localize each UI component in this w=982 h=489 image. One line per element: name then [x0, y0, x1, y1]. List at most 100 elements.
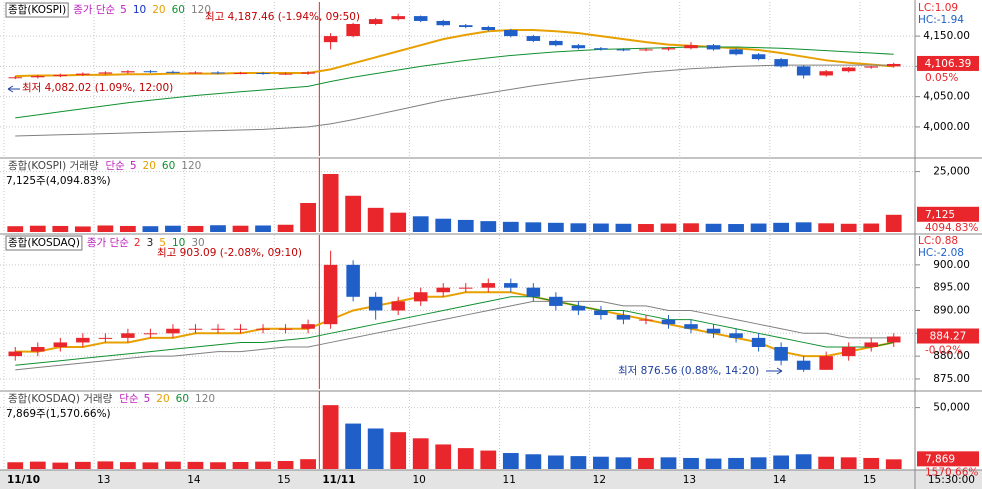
volume-bar [863, 223, 880, 232]
x-tick-label: 12 [593, 474, 606, 486]
volume-bar [840, 223, 857, 232]
candle-body [323, 36, 338, 43]
candle-body [53, 342, 68, 348]
y-tick-label: 4,000.00 [923, 121, 970, 133]
x-tick-label: 15 [863, 474, 876, 486]
candle-body [188, 72, 203, 74]
candle-body [166, 71, 180, 73]
volume-bar [232, 462, 249, 469]
candle-body [864, 66, 878, 68]
volume-bar [457, 219, 474, 232]
candle-body [368, 19, 383, 24]
ma-period: 30 [191, 237, 204, 249]
candle-body [31, 76, 45, 78]
ma-period: 60 [162, 160, 175, 172]
volume-bar [52, 462, 69, 469]
volume-bar [615, 223, 632, 232]
ma-period: 2 [134, 237, 141, 249]
volume-bar [457, 448, 474, 469]
candle-body [31, 347, 45, 352]
volume-bar [660, 223, 677, 232]
volume-bar [345, 423, 362, 469]
last-value-box [917, 206, 979, 222]
candle-body [98, 72, 113, 74]
volume-bar [412, 438, 429, 469]
volume-bar [255, 225, 271, 232]
volume-bar [638, 224, 654, 232]
last-value: 7,125 [925, 209, 955, 221]
candle-body [526, 287, 541, 297]
candle-body [661, 319, 676, 325]
time-axis-bar [0, 470, 982, 489]
volume-bar [7, 462, 24, 469]
last-value: 4,106.39 [925, 58, 972, 70]
y-tick-label: 900.00 [933, 259, 970, 271]
candle-body [661, 48, 676, 50]
last-value: 884.27 [930, 331, 967, 343]
candle-body [166, 328, 180, 334]
low-annotation: 최저 876.56 (0.88%, 14:20) [618, 365, 759, 377]
candle-body [886, 336, 901, 343]
volume-bar [52, 225, 69, 232]
candle-body [751, 54, 766, 60]
candle-body [436, 20, 450, 26]
volume-bar [615, 457, 632, 469]
candle-body [278, 328, 293, 330]
panel-title: 종합(KOSPI) [8, 4, 66, 16]
candle-body [256, 328, 270, 330]
low-arrow [766, 367, 783, 375]
volume-bar [683, 223, 699, 232]
candle-body [121, 333, 135, 338]
candle-body [616, 49, 631, 51]
candle-body [413, 16, 428, 21]
ma-method: 단순 [119, 393, 139, 405]
x-tick-label: 13 [683, 474, 696, 486]
volume-bar [435, 444, 452, 469]
title-box [5, 2, 69, 18]
x-tick-label: 11/11 [322, 474, 355, 486]
volume-bar [142, 226, 159, 232]
ma-line [15, 291, 894, 358]
volume-bar [165, 225, 181, 232]
y-tick-label: 4,150.00 [923, 30, 970, 42]
volume-bar [29, 225, 46, 232]
low-arrow [7, 85, 20, 93]
candle-body [278, 73, 293, 75]
volume-bar [300, 459, 316, 469]
volume-bar [683, 457, 699, 469]
high-annotation: 최고 903.09 (-2.08%, 09:10) [157, 247, 302, 259]
volume-bar [750, 223, 767, 232]
volume-bar [97, 225, 114, 232]
x-tick-label: 11/10 [7, 474, 40, 486]
volume-bar [277, 461, 294, 469]
candle-body [391, 301, 405, 311]
candle-body [571, 305, 586, 311]
ma-period: 10 [172, 237, 185, 249]
volume-bar [187, 225, 204, 232]
ma-period: 20 [143, 160, 156, 172]
x-tick-label: 13 [97, 474, 110, 486]
candle-body [684, 45, 698, 49]
candle-body [301, 72, 315, 74]
volume-bar [29, 461, 46, 469]
y-tick-label: 4,050.00 [923, 91, 970, 103]
candle-body [98, 337, 113, 339]
volume-bar [210, 462, 226, 469]
candle-body [504, 283, 518, 288]
ma-line [15, 300, 894, 371]
volume-bar [705, 458, 722, 469]
volume-info: 7,125주(4,094.83%) [6, 175, 111, 187]
candle-body [594, 48, 608, 50]
volume-bar [502, 453, 519, 469]
volume-bar [367, 207, 384, 232]
ma-period: 60 [172, 4, 185, 16]
ma-period: 120 [195, 393, 215, 405]
candle-body [751, 337, 766, 348]
candle-body [481, 283, 496, 288]
volume-bar [480, 450, 497, 469]
volume-bar [728, 224, 744, 232]
candle-body [346, 23, 360, 37]
ma-line [15, 64, 894, 137]
